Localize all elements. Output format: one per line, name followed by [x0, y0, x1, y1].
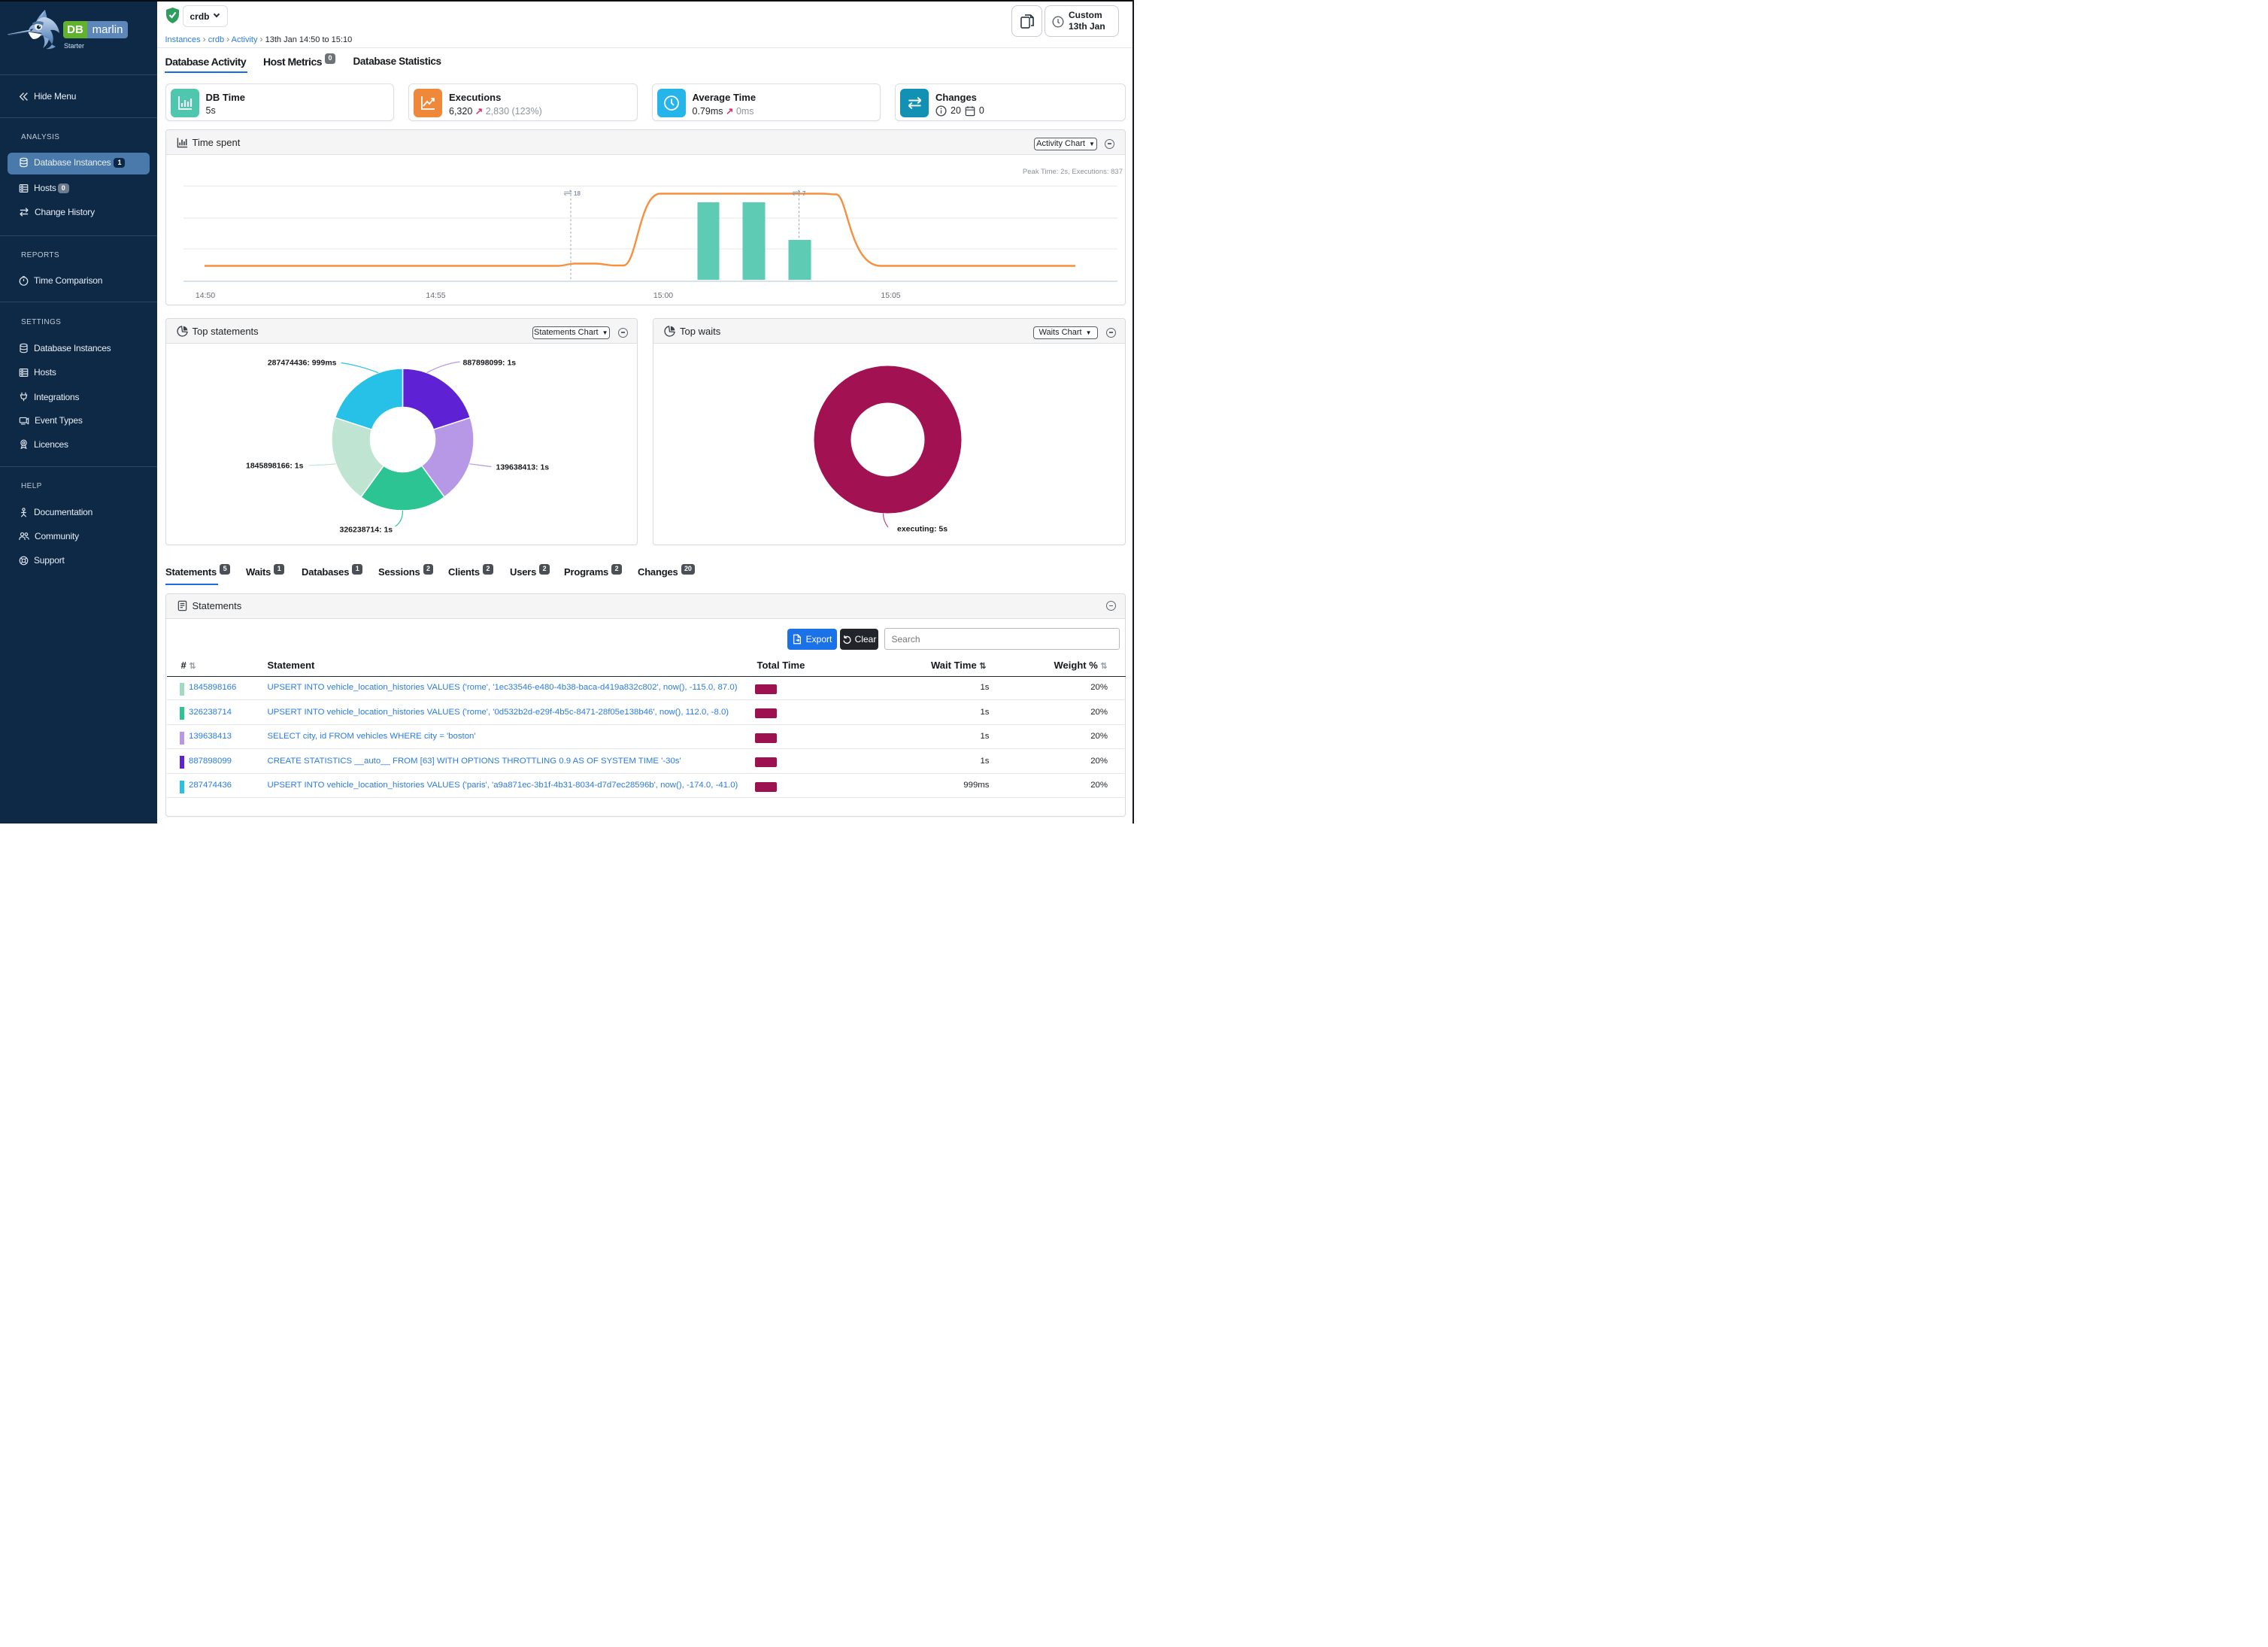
svg-text:14:50: 14:50 — [195, 291, 214, 300]
svg-text:287474436: 999ms: 287474436: 999ms — [267, 359, 336, 368]
svg-text:139638413: 1s: 139638413: 1s — [496, 463, 549, 472]
svg-text:15:00: 15:00 — [653, 291, 672, 300]
svg-text:18: 18 — [574, 190, 581, 197]
svg-text:887898099: 1s: 887898099: 1s — [462, 359, 516, 368]
svg-text:executing: 5s: executing: 5s — [897, 525, 948, 534]
svg-text:Peak Time: 2s, Executions: 837: Peak Time: 2s, Executions: 837 — [1022, 168, 1122, 176]
svg-text:1845898166: 1s: 1845898166: 1s — [246, 462, 304, 471]
svg-text:326238714: 1s: 326238714: 1s — [339, 526, 393, 535]
svg-text:7: 7 — [802, 190, 806, 197]
svg-text:15:05: 15:05 — [881, 291, 900, 300]
svg-text:14:55: 14:55 — [426, 291, 445, 300]
